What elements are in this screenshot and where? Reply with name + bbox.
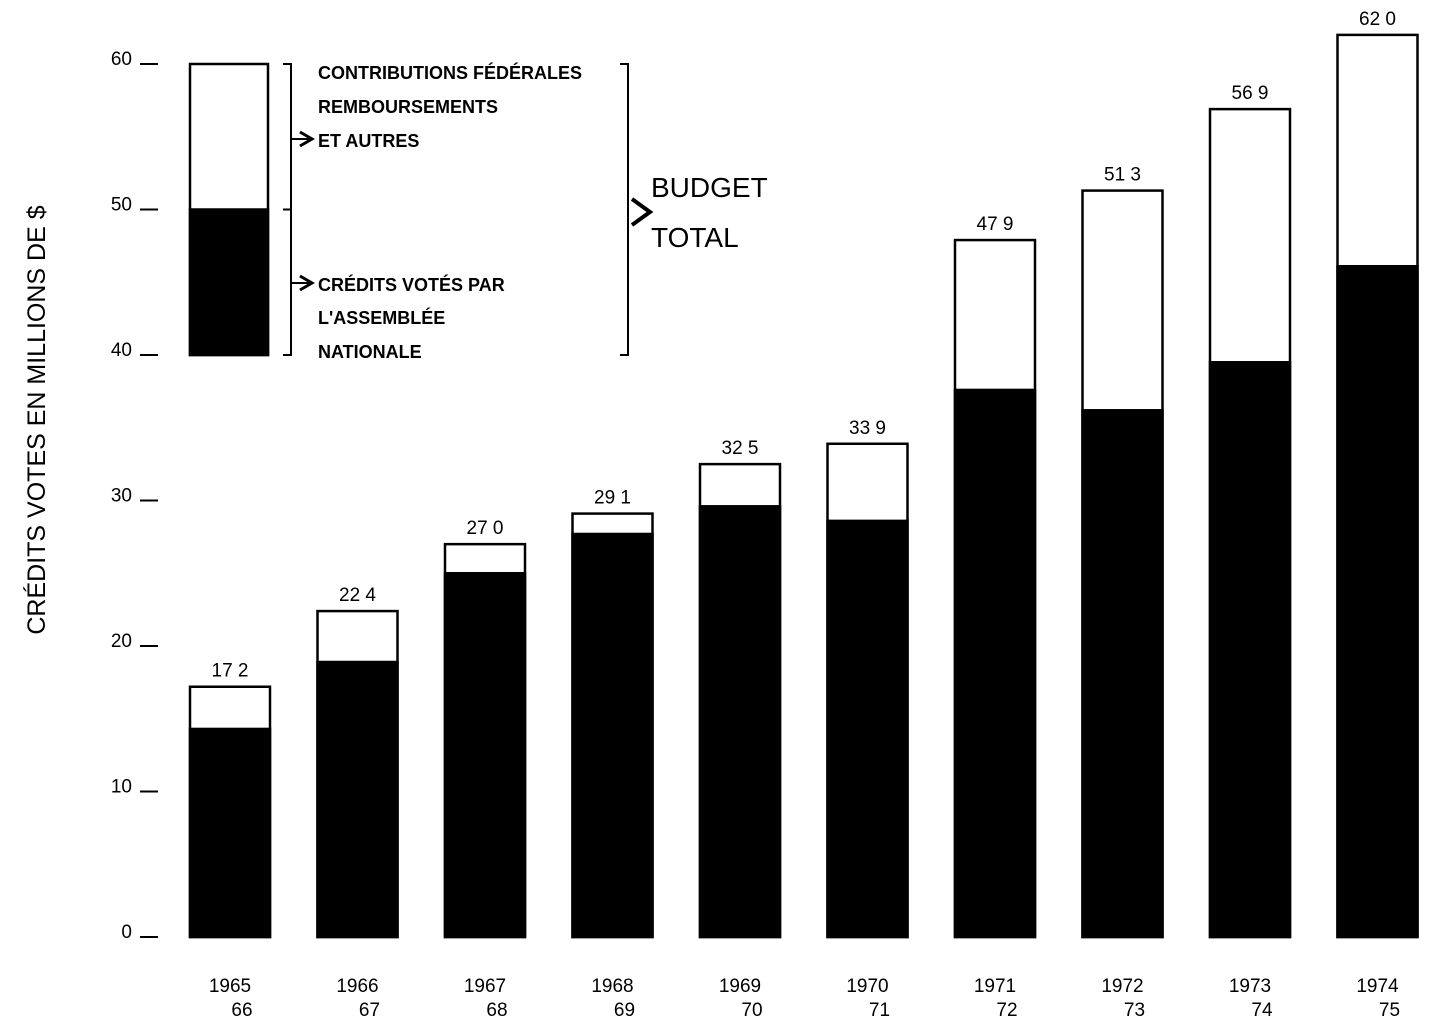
legend-lower-line-1: L'ASSEMBLÉE (318, 307, 445, 328)
y-tick-label-60: 60 (111, 49, 132, 70)
bar-credits-0 (188, 727, 272, 939)
legend-budget-arrow (630, 197, 654, 227)
bar-total-label-6: 47 9 (977, 214, 1014, 235)
y-tick-label-0: 0 (121, 922, 132, 943)
y-axis-label: CRÉDITS VOTES EN MILLIONS DE $ (22, 205, 51, 634)
bar-total-label-7: 51 3 (1104, 165, 1141, 186)
bar-total-label-9: 62 0 (1359, 9, 1396, 30)
y-tick-label-20: 20 (111, 631, 132, 652)
bar-total-label-5: 33 9 (849, 418, 886, 439)
x-tick-sublabel-9: 75 (1379, 1000, 1400, 1021)
x-tick-sublabel-5: 71 (869, 1000, 890, 1021)
x-tick-label-1: 1966 (336, 976, 378, 997)
legend: CONTRIBUTIONS FÉDÉRALES REMBOURSEMENTS ET … (188, 62, 768, 362)
x-tick-label-8: 1973 (1229, 976, 1271, 997)
bar-credits-3 (571, 532, 654, 939)
y-axis: 0 10 20 30 40 50 60 (111, 49, 158, 943)
legend-upper-line-0: CONTRIBUTIONS FÉDÉRALES (318, 62, 582, 83)
bar-total-label-2: 27 0 (467, 518, 504, 539)
bar-credits-6 (953, 388, 1037, 939)
bar-credits-7 (1081, 409, 1164, 939)
y-tick-label-10: 10 (111, 777, 132, 798)
x-tick-sublabel-7: 73 (1124, 1000, 1145, 1021)
bar-credits-8 (1208, 361, 1292, 939)
x-tick-label-5: 1970 (846, 976, 888, 997)
bars: 17 2 1965 66 22 4 1966 67 27 0 1967 68 29 1 1968 69… (188, 9, 1419, 1021)
legend-upper-line-2: ET AUTRES (318, 131, 419, 151)
bar-credits-4 (698, 505, 782, 939)
legend-outer-bracket (620, 63, 629, 356)
x-tick-label-6: 1971 (974, 976, 1016, 997)
bar-total-label-0: 17 2 (212, 661, 249, 682)
x-tick-sublabel-3: 69 (614, 1000, 635, 1021)
y-tick-label-50: 50 (111, 195, 132, 216)
bar-credits-9 (1336, 264, 1419, 939)
y-tick-label-40: 40 (111, 340, 132, 361)
legend-swatch-lower (188, 208, 270, 357)
x-tick-label-7: 1972 (1101, 976, 1143, 997)
x-tick-label-4: 1969 (719, 976, 761, 997)
bar-total-label-1: 22 4 (339, 585, 376, 606)
bar-total-label-4: 32 5 (722, 438, 759, 459)
x-tick-label-9: 1974 (1356, 976, 1399, 997)
y-tick-label-30: 30 (111, 486, 132, 507)
bar-total-label-8: 56 9 (1232, 83, 1269, 104)
x-tick-sublabel-6: 72 (996, 1000, 1017, 1021)
legend-arrow-lower-head (299, 274, 315, 292)
legend-arrow-upper-head (299, 130, 315, 148)
x-tick-sublabel-4: 70 (741, 1000, 762, 1021)
legend-lower-line-0: CRÉDITS VOTÉS PAR (318, 274, 505, 295)
bar-credits-1 (316, 660, 399, 939)
x-tick-sublabel-2: 68 (486, 1000, 507, 1021)
x-tick-label-3: 1968 (591, 976, 633, 997)
x-tick-sublabel-0: 66 (231, 1000, 252, 1021)
x-tick-label-2: 1967 (464, 976, 506, 997)
bar-credits-5 (826, 519, 909, 939)
x-tick-label-0: 1965 (209, 976, 251, 997)
legend-budget-line-1: TOTAL (651, 222, 739, 253)
x-tick-sublabel-8: 74 (1251, 1000, 1273, 1021)
x-tick-sublabel-1: 67 (359, 1000, 380, 1021)
bar-credits-2 (443, 572, 527, 939)
bar-total-label-3: 29 1 (594, 488, 631, 509)
legend-upper-line-1: REMBOURSEMENTS (318, 97, 498, 117)
legend-budget-line-0: BUDGET (651, 172, 768, 203)
legend-lower-line-2: NATIONALE (318, 342, 422, 362)
